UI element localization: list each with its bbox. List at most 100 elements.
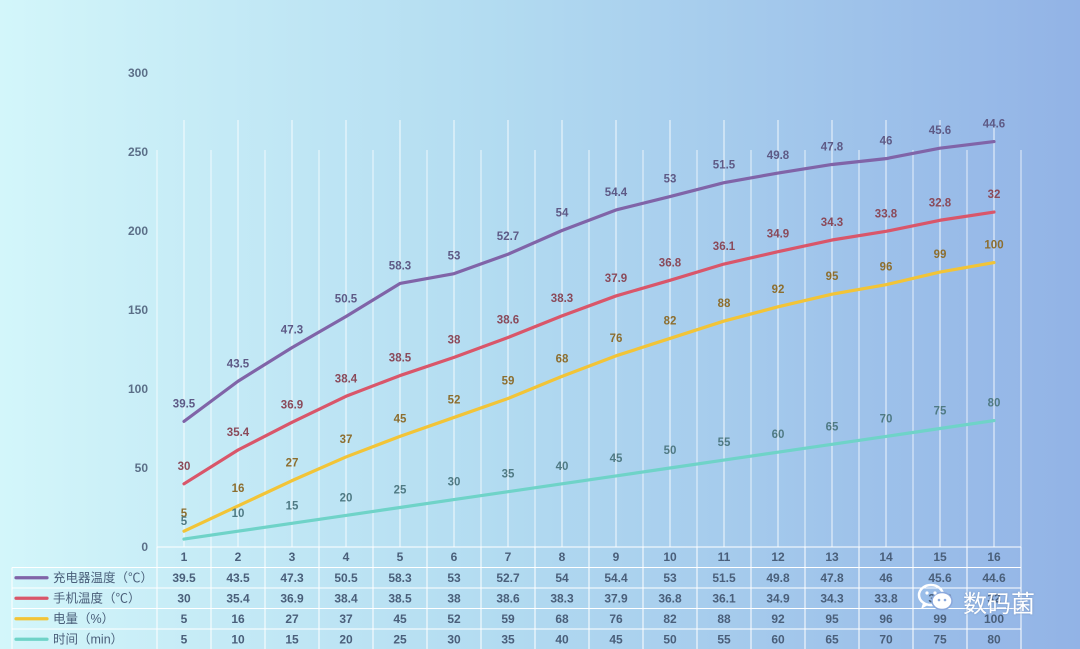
table-cell: 36.9: [280, 592, 304, 606]
data-label: 96: [880, 262, 893, 274]
data-label: 10: [232, 508, 245, 520]
x-tick-label: 11: [718, 550, 731, 564]
data-label: 47.8: [821, 141, 844, 153]
legend-label: 电量（%）: [53, 612, 114, 626]
data-label: 37.9: [605, 273, 627, 285]
table-cell: 45: [609, 633, 623, 647]
data-label: 45.6: [929, 125, 951, 137]
y-tick-label: 250: [128, 145, 148, 159]
watermark: 数码菌: [917, 582, 1035, 620]
x-tick-label: 12: [771, 550, 785, 564]
x-tick-label: 1: [181, 550, 188, 564]
x-tick-label: 4: [343, 550, 350, 564]
x-tick-label: 8: [559, 550, 566, 564]
data-label: 25: [394, 485, 407, 497]
x-tick-label: 3: [289, 550, 296, 564]
data-label: 38: [448, 334, 461, 346]
data-label: 45: [610, 453, 623, 465]
table-cell: 58.3: [388, 571, 412, 585]
x-tick-label: 16: [987, 550, 1001, 564]
data-label: 51.5: [713, 160, 736, 172]
table-cell: 96: [879, 612, 893, 626]
data-label: 32: [988, 189, 1001, 201]
table-cell: 99: [933, 612, 947, 626]
data-label: 20: [340, 492, 353, 504]
data-label: 35: [502, 469, 515, 481]
series-line: [182, 139, 996, 423]
table-cell: 35: [501, 633, 515, 647]
legend-label: 时间（min）: [53, 633, 123, 647]
table-cell: 16: [231, 612, 245, 626]
data-label: 82: [664, 315, 677, 327]
data-label: 44.6: [983, 119, 1005, 131]
data-label: 39.5: [173, 398, 196, 410]
legend-label: 手机温度（℃）: [53, 591, 141, 606]
table-cell: 52: [447, 612, 461, 626]
table-cell: 32: [987, 592, 1001, 606]
data-label: 95: [826, 271, 839, 283]
table-cell: 34.3: [820, 592, 844, 606]
x-tick-label: 7: [505, 550, 512, 564]
y-tick-label: 300: [128, 66, 148, 80]
data-label: 88: [718, 298, 731, 310]
data-label: 75: [934, 406, 947, 418]
data-label: 36.1: [713, 241, 736, 253]
series-line: [182, 210, 996, 486]
data-label: 55: [718, 437, 731, 449]
data-label: 49.8: [767, 150, 790, 162]
x-tick-label: 6: [451, 550, 458, 564]
table-cell: 38.6: [496, 592, 520, 606]
table-cell: 36.1: [712, 592, 736, 606]
data-label: 65: [826, 421, 839, 433]
table-cell: 51.5: [712, 571, 736, 585]
table-cell: 39.5: [172, 571, 196, 585]
table-cell: 60: [771, 633, 785, 647]
table-cell: 40: [555, 633, 569, 647]
table-cell: 5: [181, 633, 188, 647]
data-label: 46: [880, 136, 893, 148]
y-tick-label: 0: [141, 540, 148, 554]
table-cell: 45.6: [928, 571, 952, 585]
table-cell: 38.3: [550, 592, 574, 606]
series-line: [182, 419, 996, 541]
data-label: 33.8: [875, 208, 898, 220]
table-cell: 46: [879, 571, 893, 585]
table-cell: 80: [987, 633, 1001, 647]
data-label: 5: [181, 516, 188, 528]
data-label: 38.3: [551, 293, 573, 305]
table-cell: 47.3: [280, 571, 304, 585]
table-cell: 92: [771, 612, 785, 626]
table-cell: 47.8: [820, 571, 844, 585]
x-tick-label: 14: [879, 550, 893, 564]
table-cell: 82: [663, 612, 677, 626]
wechat-icon: [917, 582, 955, 620]
data-label: 58.3: [389, 260, 411, 272]
data-label: 34.3: [821, 217, 843, 229]
data-label: 50.5: [335, 293, 358, 305]
data-label: 38.5: [389, 353, 412, 365]
data-label: 50: [664, 445, 677, 457]
data-label: 35.4: [227, 427, 250, 439]
x-tick-label: 9: [613, 550, 620, 564]
table-cell: 35.4: [226, 592, 250, 606]
data-label: 59: [502, 375, 515, 387]
data-label: 100: [984, 240, 1003, 252]
table-cell: 33.8: [874, 592, 898, 606]
table-cell: 49.8: [766, 571, 790, 585]
data-label: 92: [772, 284, 785, 296]
data-label: 53: [664, 174, 677, 186]
table-cell: 52.7: [496, 571, 520, 585]
table-cell: 38: [447, 592, 461, 606]
data-label: 30: [178, 461, 191, 473]
data-label: 16: [232, 483, 245, 495]
x-tick-label: 10: [663, 550, 677, 564]
table-cell: 50: [663, 633, 677, 647]
data-label: 45: [394, 413, 407, 425]
x-tick-label: 13: [825, 550, 839, 564]
table-cell: 75: [933, 633, 947, 647]
y-tick-label: 200: [128, 224, 148, 238]
table-cell: 38.5: [388, 592, 412, 606]
x-tick-label: 15: [933, 550, 947, 564]
table-cell: 25: [393, 633, 407, 647]
series-line: [182, 261, 996, 533]
